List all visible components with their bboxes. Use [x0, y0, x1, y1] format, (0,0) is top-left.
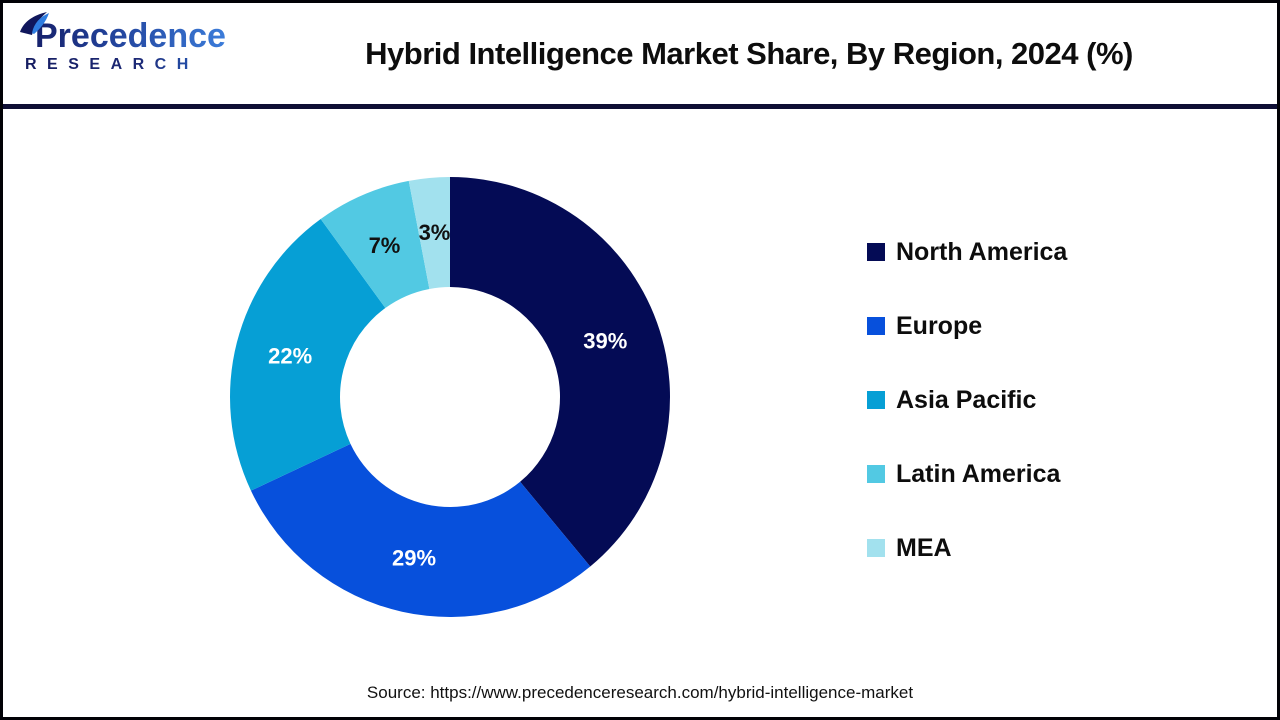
logo-subtitle: RESEARCH	[21, 57, 236, 73]
donut-chart: 39% 29% 22% 7% 3%	[230, 177, 670, 617]
legend-item-mea: MEA	[867, 533, 1067, 562]
legend-swatch-latin-america	[867, 465, 885, 483]
header-divider	[3, 104, 1277, 109]
pie-slice-europe	[250, 443, 591, 617]
legend-label-asia-pacific: Asia Pacific	[896, 385, 1037, 414]
logo-wordmark: Precedence	[21, 19, 236, 53]
slice-label-europe: 29%	[392, 546, 436, 571]
legend-swatch-north-america	[867, 243, 885, 261]
pie-slice-north-america	[450, 177, 670, 567]
precedence-research-logo: Precedence RESEARCH	[20, 12, 236, 73]
slice-label-north-america: 39%	[583, 329, 627, 354]
legend-label-latin-america: Latin America	[896, 459, 1061, 488]
header: Precedence RESEARCH Hybrid Intelligence …	[3, 3, 1277, 104]
slice-label-latin-america: 7%	[369, 233, 401, 258]
legend-label-mea: MEA	[896, 533, 952, 562]
legend-item-asia-pacific: Asia Pacific	[867, 385, 1067, 414]
legend-swatch-mea	[867, 539, 885, 557]
leaf-icon	[20, 12, 49, 35]
legend-label-europe: Europe	[896, 311, 983, 340]
legend-swatch-asia-pacific	[867, 391, 885, 409]
pie-slice-latin-america	[320, 180, 430, 309]
slice-label-mea: 3%	[419, 220, 451, 245]
legend-label-north-america: North America	[896, 237, 1068, 266]
legend-item-north-america: North America	[867, 237, 1068, 266]
source-text: Source: https://www.precedenceresearch.c…	[366, 683, 914, 702]
pie-slice-asia-pacific	[230, 219, 386, 491]
legend-swatch-europe	[867, 317, 885, 335]
legend-item-europe: Europe	[867, 311, 1067, 340]
legend-item-latin-america: Latin America	[867, 459, 1067, 488]
slice-label-asia-pacific: 22%	[268, 343, 312, 368]
pie-slice-mea	[408, 177, 450, 289]
chart-title: Hybrid Intelligence Market Share, By Reg…	[365, 35, 1133, 71]
legend: North America Europe Asia Pacific Latin Ame…	[867, 237, 1068, 609]
